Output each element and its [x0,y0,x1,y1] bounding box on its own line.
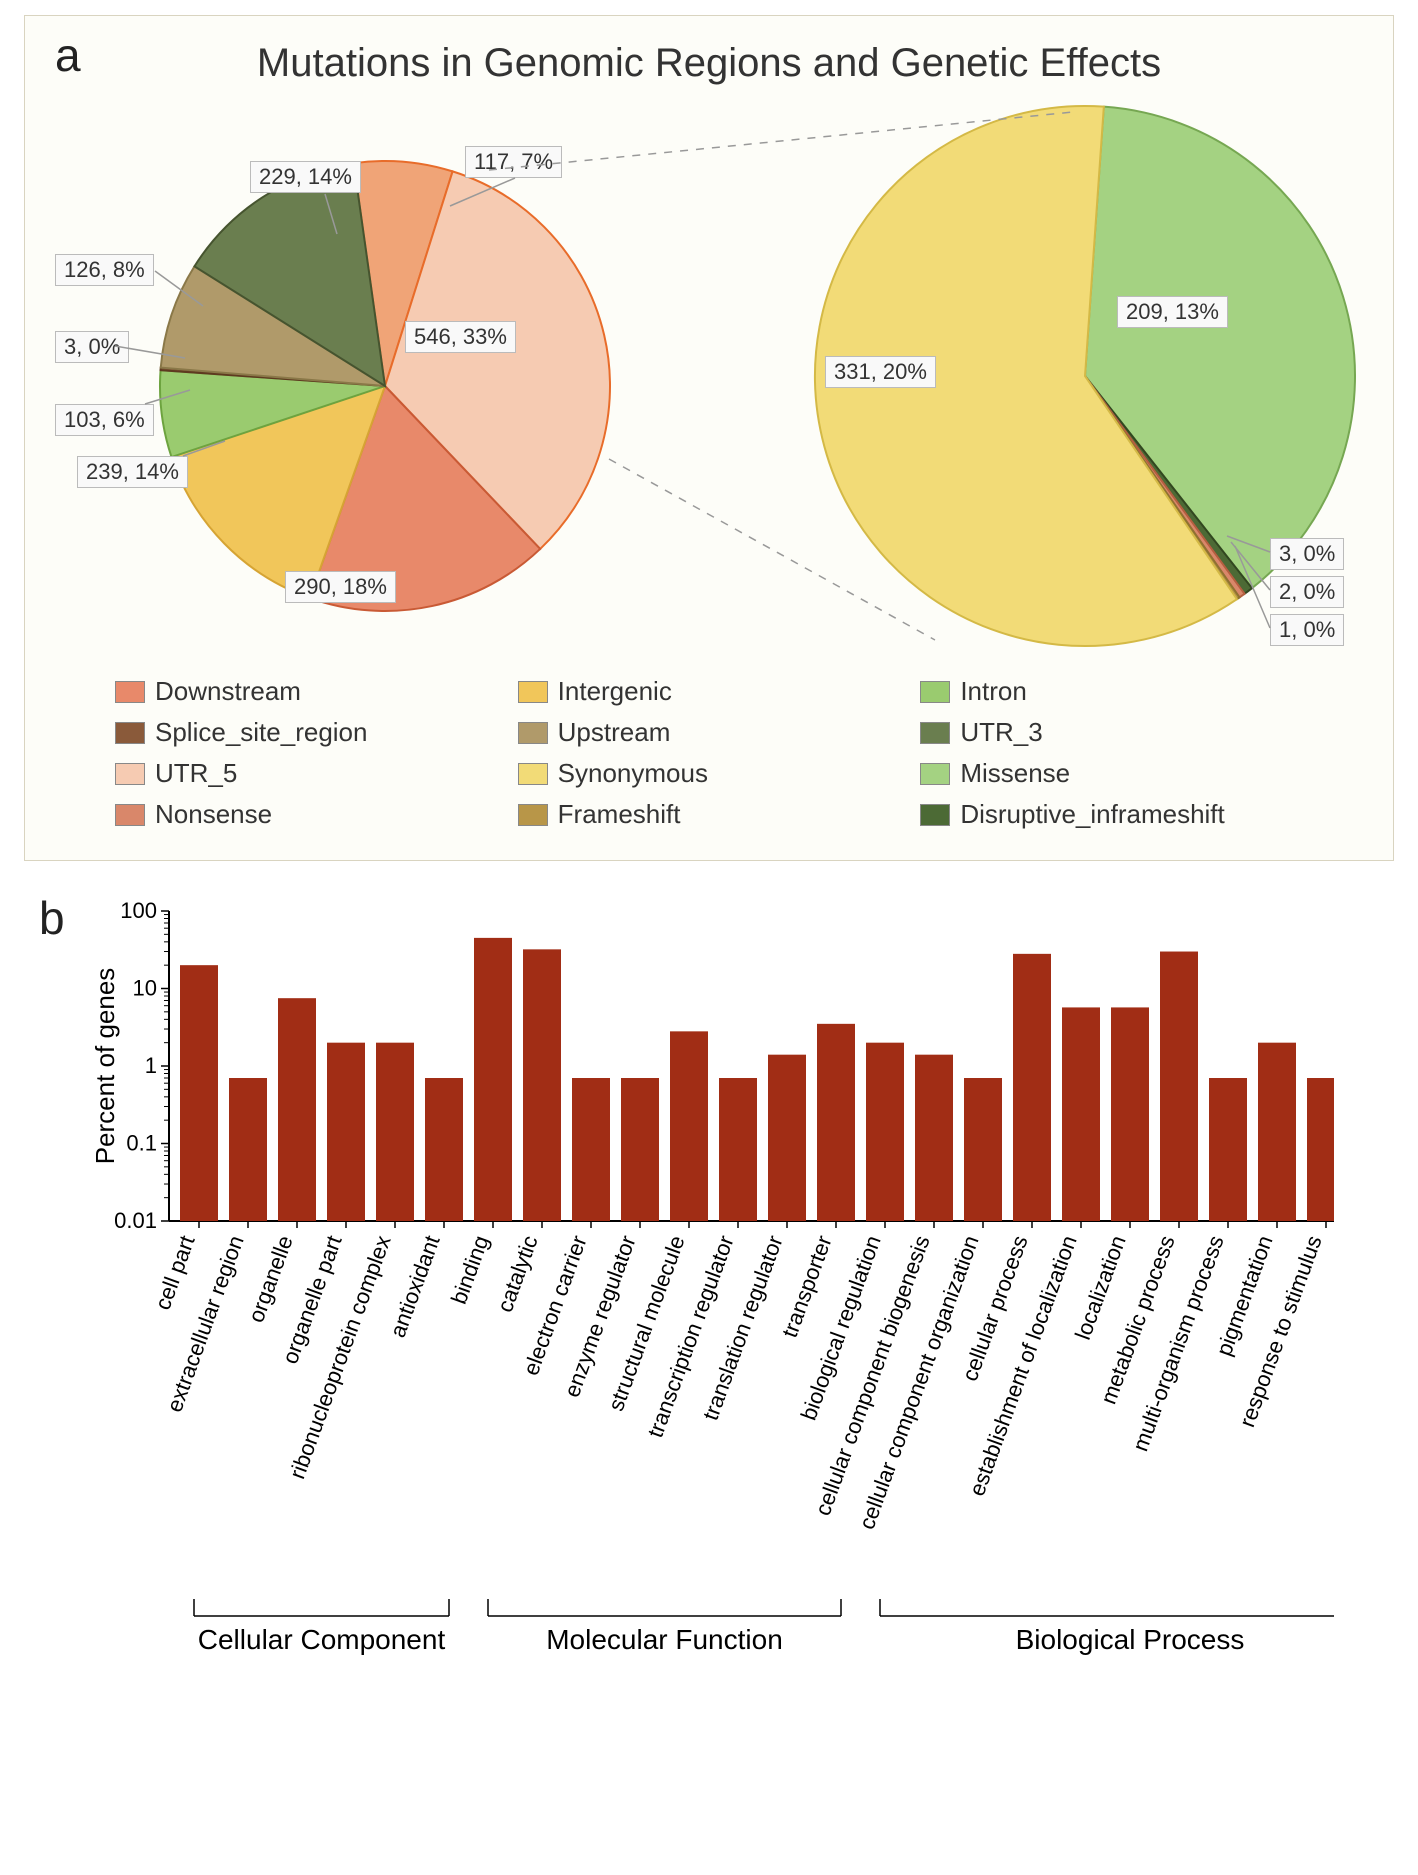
bar-8 [572,1078,610,1221]
bar-label-2: organelle [243,1232,297,1326]
legend-item-7: Synonymous [518,758,901,789]
legend-swatch [518,722,548,744]
callout-synonymous: 331, 20% [825,356,936,388]
callout-missense: 209, 13% [1117,296,1228,328]
legend-swatch [115,681,145,703]
legend-label: Nonsense [155,799,272,830]
legend-item-9: Nonsense [115,799,498,830]
legend-label: Intron [960,676,1027,707]
ytick-label-left: 0.01 [114,1208,157,1233]
bar-23 [1307,1078,1334,1221]
bar-15 [915,1055,953,1221]
bar-10 [670,1031,708,1221]
callout-utr5: 117, 7% [465,146,562,178]
callout-nonsense: 2, 0% [1270,576,1344,608]
ytick-label-left: 0.1 [126,1131,157,1156]
legend-item-11: Disruptive_inframeshift [920,799,1303,830]
callout-utr5main: 546, 33% [405,321,516,353]
bar-21 [1209,1078,1247,1221]
callout-upstream: 126, 8% [55,254,154,286]
callout-intergenic: 239, 14% [77,456,188,488]
bar-7 [523,949,561,1221]
legend-item-4: Upstream [518,717,901,748]
bar-3 [327,1043,365,1221]
panel-b-letter: b [39,891,65,945]
legend-item-5: UTR_3 [920,717,1303,748]
ytick-label-left: 10 [133,976,157,1001]
legend-swatch [920,804,950,826]
bar-16 [964,1078,1002,1221]
legend-label: Disruptive_inframeshift [960,799,1224,830]
legend-label: Frameshift [558,799,681,830]
group-label: Cellular Component [198,1624,446,1655]
pie-charts-row: 117, 7% 546, 33% 290, 18% 239, 14% 103, 6% 3,… [55,106,1363,666]
bar-label-5: antioxidant [385,1232,445,1341]
bar-2 [278,998,316,1221]
callout-frameshift: 1, 0% [1270,614,1344,646]
bar-18 [1062,1007,1100,1221]
callout-splice: 3, 0% [55,331,129,363]
bar-9 [621,1078,659,1221]
bar-6 [474,938,512,1221]
legend-swatch [115,763,145,785]
legend-label: Synonymous [558,758,708,789]
bar-20 [1160,952,1198,1221]
callout-intron: 103, 6% [55,404,154,436]
bar-12 [768,1055,806,1221]
legend-label: Missense [960,758,1070,789]
legend-swatch [920,681,950,703]
panel-b-container: b 0.010.1110100Percent of genes01140Numb… [24,901,1394,1736]
bar-label-7: catalytic [492,1232,543,1315]
bar-1 [229,1078,267,1221]
bar-chart: 0.010.1110100Percent of genes01140Number… [94,901,1334,1731]
bar-14 [866,1043,904,1221]
bar-label-0: cell part [150,1232,200,1313]
group-label: Biological Process [1016,1624,1245,1655]
legend-swatch [920,763,950,785]
legend-swatch [920,722,950,744]
y-axis-left-label: Percent of genes [94,968,120,1165]
legend-panel-a: Downstream Intergenic Intron Splice_site_re… [55,666,1363,830]
callout-disruptive: 3, 0% [1270,538,1344,570]
legend-label: Upstream [558,717,671,748]
legend-label: Intergenic [558,676,672,707]
callout-downstream: 290, 18% [285,571,396,603]
ytick-label-left: 1 [145,1053,157,1078]
legend-item-1: Intergenic [518,676,901,707]
bar-label-6: binding [446,1232,494,1307]
legend-swatch [518,763,548,785]
bar-11 [719,1078,757,1221]
callout-utr3: 229, 14% [250,161,361,193]
legend-label: UTR_5 [155,758,237,789]
legend-item-8: Missense [920,758,1303,789]
legend-item-6: UTR_5 [115,758,498,789]
legend-label: Downstream [155,676,301,707]
panel-a-letter: a [55,28,81,82]
legend-swatch [518,804,548,826]
legend-swatch [115,804,145,826]
legend-label: UTR_3 [960,717,1042,748]
ytick-label-left: 100 [120,901,157,923]
group-label: Molecular Function [546,1624,783,1655]
legend-item-2: Intron [920,676,1303,707]
bar-19 [1111,1007,1149,1221]
legend-item-3: Splice_site_region [115,717,498,748]
bar-5 [425,1078,463,1221]
bar-13 [817,1024,855,1221]
legend-item-0: Downstream [115,676,498,707]
legend-swatch [115,722,145,744]
panel-a-container: a Mutations in Genomic Regions and Genet… [24,15,1394,861]
legend-item-10: Frameshift [518,799,901,830]
bar-4 [376,1043,414,1221]
legend-swatch [518,681,548,703]
bar-22 [1258,1043,1296,1221]
legend-label: Splice_site_region [155,717,367,748]
bar-17 [1013,954,1051,1221]
bar-0 [180,965,218,1221]
